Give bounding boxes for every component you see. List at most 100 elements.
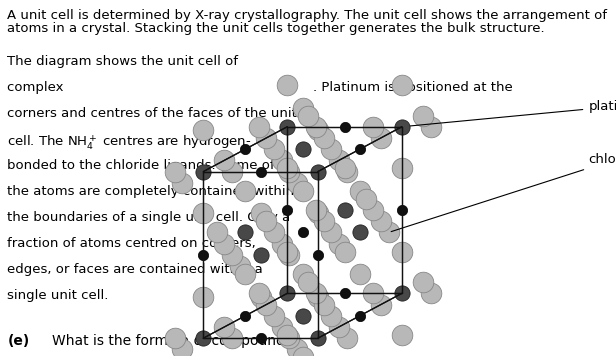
Point	[355, 313, 365, 319]
Point	[339, 207, 349, 213]
Text: the atoms are completely contained within: the atoms are completely contained withi…	[7, 185, 294, 198]
Point	[269, 146, 279, 152]
Point	[313, 252, 323, 258]
Point	[277, 157, 286, 163]
Text: atoms in a crystal. Stacking the unit cells together generates the bulk structur: atoms in a crystal. Stacking the unit ce…	[7, 22, 545, 35]
Point	[341, 335, 351, 341]
Point	[326, 146, 336, 152]
Point	[368, 124, 378, 130]
Point	[397, 290, 407, 296]
Text: chlorine: chlorine	[391, 153, 616, 232]
Text: corners and centres of the faces of the unit: corners and centres of the faces of the …	[7, 107, 298, 120]
Point	[326, 313, 336, 319]
Point	[219, 324, 229, 330]
Point	[376, 218, 386, 224]
Point	[256, 169, 265, 174]
Point	[240, 271, 250, 277]
Point	[368, 290, 378, 296]
Point	[304, 112, 314, 118]
Point	[318, 135, 328, 141]
Point	[212, 230, 222, 235]
Point	[339, 249, 349, 255]
Point	[240, 146, 250, 152]
Point	[298, 230, 307, 235]
Point	[198, 169, 208, 174]
Text: edges, or faces are contained within a: edges, or faces are contained within a	[7, 263, 263, 276]
Point	[304, 279, 314, 285]
Point	[240, 188, 250, 194]
Point	[326, 230, 336, 235]
Point	[177, 347, 187, 352]
Point	[318, 218, 328, 224]
Point	[318, 302, 328, 307]
Point	[418, 279, 428, 285]
Point	[397, 332, 407, 338]
Point	[313, 169, 323, 174]
Point	[219, 241, 229, 246]
Point	[219, 157, 229, 163]
Point	[355, 230, 365, 235]
Point	[240, 313, 250, 319]
Point	[256, 294, 265, 299]
Point	[334, 241, 344, 246]
Text: What is the formula of compound: What is the formula of compound	[52, 334, 290, 348]
Point	[240, 230, 250, 235]
Point	[198, 335, 208, 341]
Point	[170, 335, 180, 341]
Point	[355, 146, 365, 152]
Point	[282, 82, 292, 88]
Point	[256, 252, 265, 258]
Point	[313, 127, 323, 133]
Point	[341, 169, 351, 174]
Point	[198, 210, 208, 216]
Point	[376, 302, 386, 307]
Point	[269, 230, 279, 235]
Point	[292, 180, 302, 186]
Point	[298, 313, 307, 319]
Point	[384, 230, 394, 235]
Point	[292, 347, 302, 352]
Text: cell. The NH$_4^+$ centres are hydrogen-: cell. The NH$_4^+$ centres are hydrogen-	[7, 133, 252, 152]
Text: X: X	[279, 81, 289, 94]
Point	[311, 290, 321, 296]
Point	[313, 210, 323, 216]
Text: (e): (e)	[7, 334, 30, 348]
Point	[227, 252, 237, 258]
Point	[426, 124, 436, 130]
Point	[334, 324, 344, 330]
Point	[198, 252, 208, 258]
Point	[426, 290, 436, 296]
Point	[277, 324, 286, 330]
Point	[277, 241, 286, 246]
Text: complex: complex	[7, 81, 68, 94]
Point	[298, 355, 307, 356]
Point	[339, 290, 349, 296]
Point	[282, 207, 292, 213]
Point	[418, 112, 428, 118]
Point	[339, 124, 349, 130]
Point	[256, 210, 265, 216]
Text: the boundaries of a single unit cell. Only a: the boundaries of a single unit cell. On…	[7, 211, 291, 224]
Point	[397, 207, 407, 213]
Point	[261, 135, 271, 141]
Point	[261, 302, 271, 307]
Point	[254, 290, 264, 296]
Point	[368, 207, 378, 213]
Point	[376, 135, 386, 141]
Text: platinum: platinum	[405, 100, 616, 126]
Point	[177, 180, 187, 186]
Point	[311, 207, 321, 213]
Point	[282, 332, 292, 338]
Point	[339, 166, 349, 171]
Point	[298, 105, 307, 110]
Point	[198, 294, 208, 299]
Point	[282, 249, 292, 255]
Point	[254, 124, 264, 130]
Point	[298, 146, 307, 152]
Text: fraction of atoms centred on corners,: fraction of atoms centred on corners,	[7, 237, 256, 250]
Point	[334, 157, 344, 163]
Point	[227, 335, 237, 341]
Point	[170, 169, 180, 174]
Point	[261, 218, 271, 224]
Point	[256, 335, 265, 341]
